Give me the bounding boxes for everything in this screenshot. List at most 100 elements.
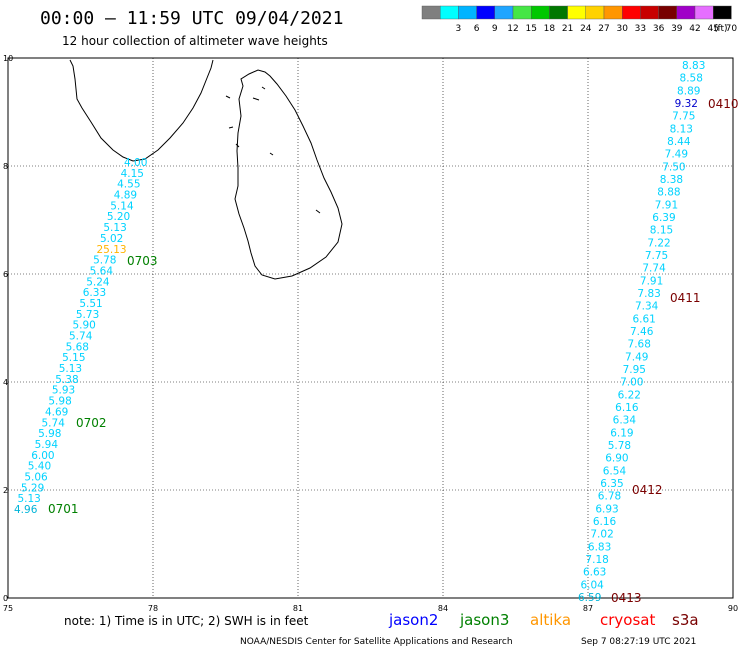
wave-height-reading: 8.13 bbox=[670, 123, 693, 135]
wave-height-color-legend: 3 6 9 12 15 18 21 24 27 30 33 36 39 42 45 70(ft) bbox=[421, 5, 738, 34]
map-title: 00:00 – 11:59 UTC 09/04/2021 bbox=[40, 8, 343, 29]
lon-tick-label: 87 bbox=[583, 604, 593, 613]
legend-label: 9 bbox=[492, 24, 498, 34]
lat-tick-label: 8 bbox=[3, 162, 8, 171]
map-frame bbox=[7, 57, 734, 599]
wave-height-reading: 8.83 bbox=[682, 60, 705, 72]
legend-unit: (ft) bbox=[714, 24, 728, 34]
wave-height-reading: 4.89 bbox=[114, 190, 137, 202]
wave-height-reading: 5.78 bbox=[608, 440, 631, 452]
wave-height-reading: 6.63 bbox=[583, 567, 606, 579]
legend-label: 6 bbox=[474, 24, 480, 34]
legend-swatch bbox=[622, 5, 641, 20]
wave-height-reading: 4.15 bbox=[121, 168, 144, 180]
legend-swatch bbox=[585, 5, 605, 20]
legend-swatch bbox=[549, 5, 568, 20]
wave-height-reading: 5.29 bbox=[21, 482, 44, 494]
wave-height-reading: 5.38 bbox=[55, 374, 78, 386]
track-time-label: 0411 bbox=[670, 291, 701, 305]
legend-swatch bbox=[440, 5, 459, 20]
wave-height-reading: 5.02 bbox=[100, 233, 123, 245]
wave-height-reading: 5.40 bbox=[28, 461, 51, 473]
wave-height-reading: 6.33 bbox=[83, 287, 106, 299]
wave-height-reading: 4.69 bbox=[45, 406, 68, 418]
wave-height-reading: 6.19 bbox=[610, 427, 633, 439]
wave-height-reading: 5.51 bbox=[79, 298, 102, 310]
wave-height-reading: 5.68 bbox=[66, 341, 89, 353]
wave-height-reading: 8.89 bbox=[677, 85, 700, 97]
legend-label: 12 bbox=[507, 24, 518, 34]
wave-height-reading: 4.96 bbox=[14, 504, 38, 516]
wave-height-reading: 6.78 bbox=[598, 491, 621, 503]
legend-label: 30 bbox=[616, 24, 628, 34]
legend-swatch bbox=[603, 5, 623, 20]
wave-height-reading: 7.74 bbox=[642, 263, 666, 275]
wave-height-reading: 5.64 bbox=[90, 265, 114, 277]
wave-height-reading: 5.94 bbox=[35, 439, 59, 451]
legend-swatch bbox=[676, 5, 696, 20]
coastline bbox=[69, 59, 343, 280]
wave-height-reading: 7.02 bbox=[590, 529, 613, 541]
wave-height-reading: 4.55 bbox=[117, 179, 140, 191]
lat-tick-label: 10 bbox=[3, 54, 13, 63]
legend-swatch bbox=[512, 5, 532, 20]
wave-height-reading: 6.00 bbox=[31, 450, 54, 462]
legend-label: 45 bbox=[707, 24, 718, 34]
legend-label: 18 bbox=[544, 24, 556, 34]
wave-height-reading: 5.13 bbox=[17, 493, 40, 505]
lat-lon-grid bbox=[8, 58, 733, 598]
wave-height-reading: 7.46 bbox=[630, 326, 654, 338]
wave-height-reading: 6.93 bbox=[595, 503, 618, 515]
wave-height-reading: 5.14 bbox=[110, 200, 134, 212]
legend-swatch bbox=[421, 5, 441, 20]
wave-height-reading: 5.93 bbox=[52, 385, 75, 397]
wave-height-reading: 6.16 bbox=[615, 402, 639, 414]
wave-height-reading: 8.38 bbox=[660, 174, 683, 186]
satellite-jason2-label: jason2 bbox=[388, 611, 438, 629]
india-coastline bbox=[69, 59, 214, 162]
legend-label: 3 bbox=[456, 24, 462, 34]
legend-swatch bbox=[476, 5, 496, 20]
legend-label: 36 bbox=[653, 24, 665, 34]
satellite-track-right: 6.596.046.637.186.837.026.166.936.786.35… bbox=[578, 60, 739, 605]
legend-label: 42 bbox=[689, 24, 700, 34]
legend-swatch bbox=[531, 5, 550, 20]
wave-height-reading: 5.74 bbox=[69, 331, 93, 343]
wave-height-reading: 25.13 bbox=[97, 244, 127, 256]
lon-tick-label: 75 bbox=[3, 604, 13, 613]
wave-height-reading: 7.91 bbox=[640, 275, 663, 287]
wave-height-reading: 5.15 bbox=[62, 352, 85, 364]
lon-tick-label: 84 bbox=[438, 604, 448, 613]
legend-label: 33 bbox=[635, 24, 646, 34]
lanka-northern-islets bbox=[225, 86, 321, 214]
wave-height-reading: 7.75 bbox=[672, 111, 695, 123]
wave-height-reading: 6.39 bbox=[652, 212, 675, 224]
wave-height-reading: 6.59 bbox=[578, 592, 601, 604]
legend-label: 70 bbox=[726, 24, 738, 34]
wave-height-reading: 5.98 bbox=[48, 396, 71, 408]
satellite-cryosat-label: cryosat bbox=[600, 611, 655, 629]
lat-tick-label: 2 bbox=[3, 486, 8, 495]
wave-height-reading: 6.83 bbox=[588, 541, 611, 553]
wave-height-reading: 5.73 bbox=[76, 309, 99, 321]
legend-swatch bbox=[458, 5, 477, 20]
track-time-label: 0410 bbox=[708, 97, 739, 111]
lat-tick-label: 6 bbox=[3, 270, 8, 279]
track-time-label: 0701 bbox=[48, 502, 79, 516]
wave-height-reading: 7.83 bbox=[637, 288, 660, 300]
wave-height-reading: 5.20 bbox=[107, 211, 130, 223]
satellite-jason3-label: jason3 bbox=[459, 611, 509, 629]
wave-height-reading: 5.24 bbox=[86, 276, 110, 288]
wave-height-reading: 5.06 bbox=[24, 471, 48, 483]
wave-height-reading: 6.90 bbox=[605, 453, 628, 465]
wave-height-reading: 6.35 bbox=[600, 478, 623, 490]
lon-tick-label: 90 bbox=[728, 604, 738, 613]
wave-height-reading: 6.22 bbox=[618, 389, 641, 401]
wave-height-reading: 5.13 bbox=[103, 222, 126, 234]
track-time-label: 0703 bbox=[127, 254, 158, 268]
legend-swatch bbox=[494, 5, 514, 20]
track-time-label: 0702 bbox=[76, 416, 107, 430]
legend-label: 39 bbox=[671, 24, 683, 34]
wave-height-reading: 7.68 bbox=[628, 339, 651, 351]
